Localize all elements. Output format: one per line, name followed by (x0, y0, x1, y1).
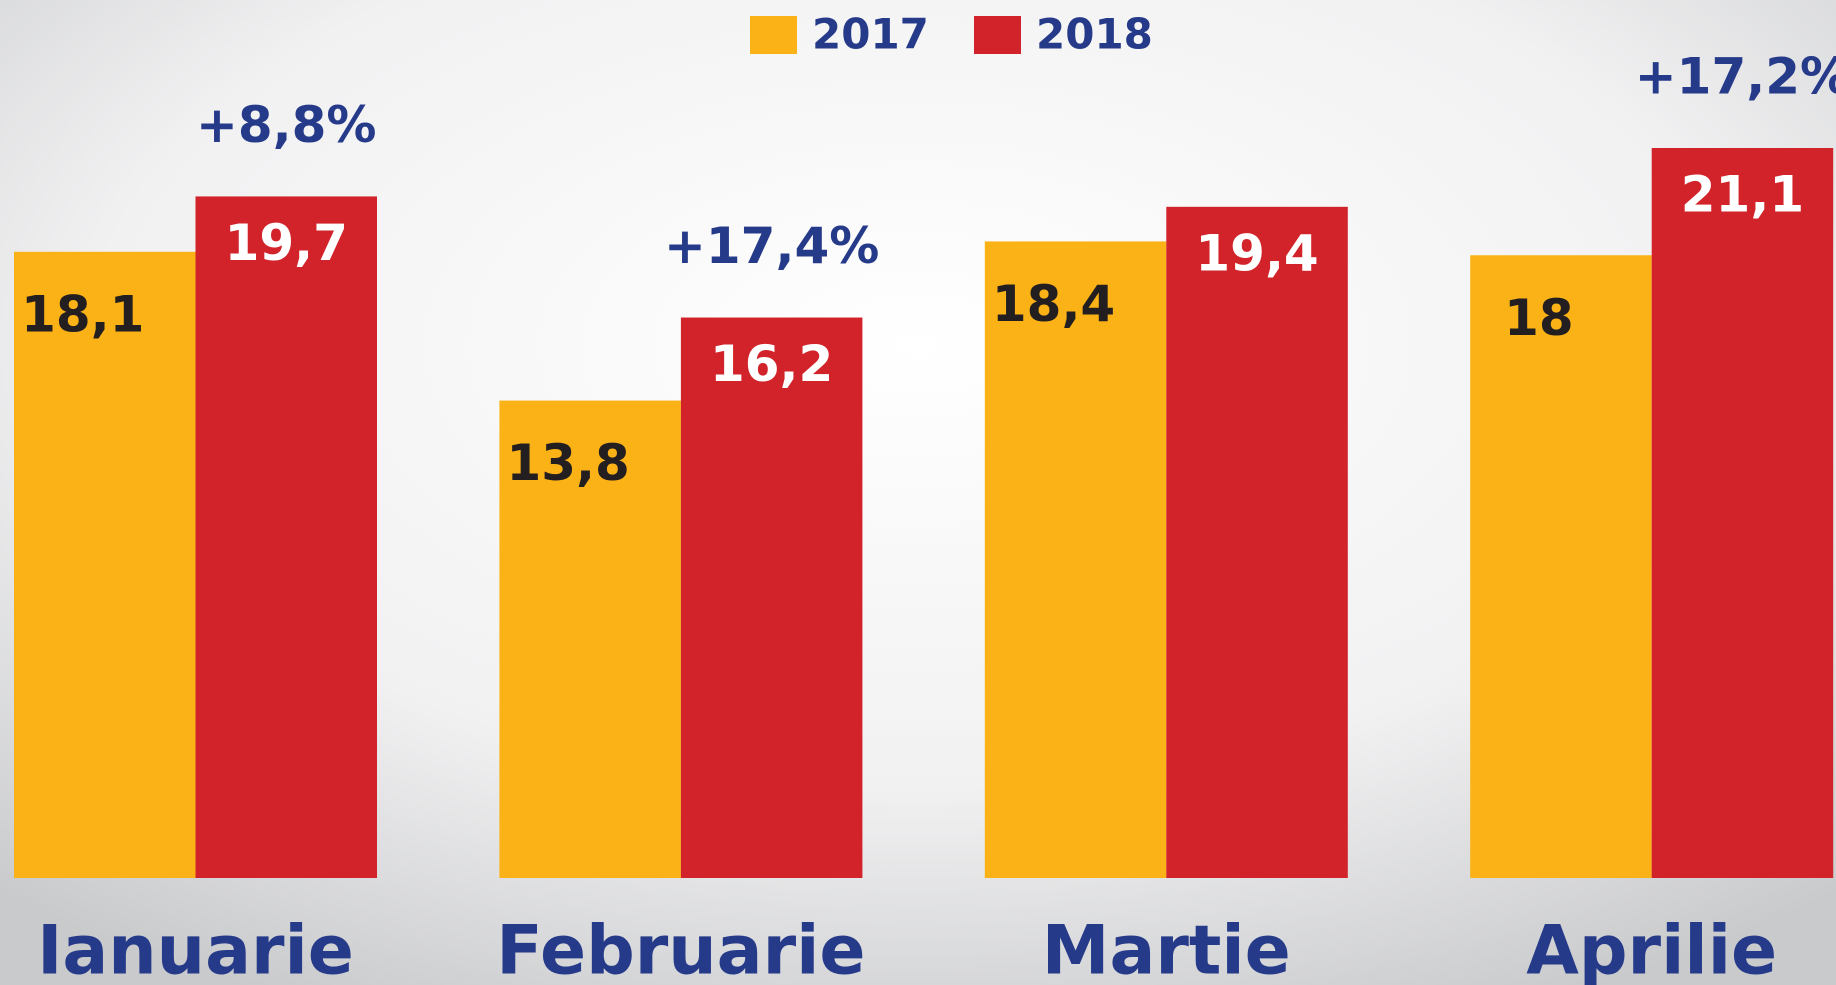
annotation: +17,2% (1635, 48, 1836, 106)
value-label: 13,8 (506, 434, 629, 492)
x-tick-label: Ianuarie (37, 912, 354, 985)
bar (14, 251, 196, 878)
legend-swatch (974, 16, 1021, 54)
x-tick-label: Aprilie (1526, 912, 1777, 985)
x-tick-label: Martie (1042, 912, 1291, 985)
x-tick-label: Februarie (496, 912, 865, 985)
legend-label: 2018 (1036, 10, 1153, 59)
annotation: +17,4% (664, 217, 879, 275)
value-label: 18,1 (21, 285, 144, 343)
value-label: 21,1 (1681, 166, 1804, 224)
legend-swatch (750, 16, 797, 54)
bar (195, 196, 377, 878)
value-label: 18,4 (992, 275, 1115, 333)
bar (1470, 255, 1652, 878)
bar (1651, 148, 1834, 878)
value-label: 18 (1504, 289, 1574, 347)
annotation: +8,8% (196, 96, 377, 154)
bar (984, 241, 1167, 878)
bar (1166, 206, 1348, 878)
bar (680, 317, 863, 878)
bar (499, 400, 681, 878)
legend-label: 2017 (812, 10, 929, 59)
value-label: 19,7 (225, 214, 348, 272)
value-label: 19,4 (1195, 224, 1318, 282)
value-label: 16,2 (710, 335, 833, 393)
